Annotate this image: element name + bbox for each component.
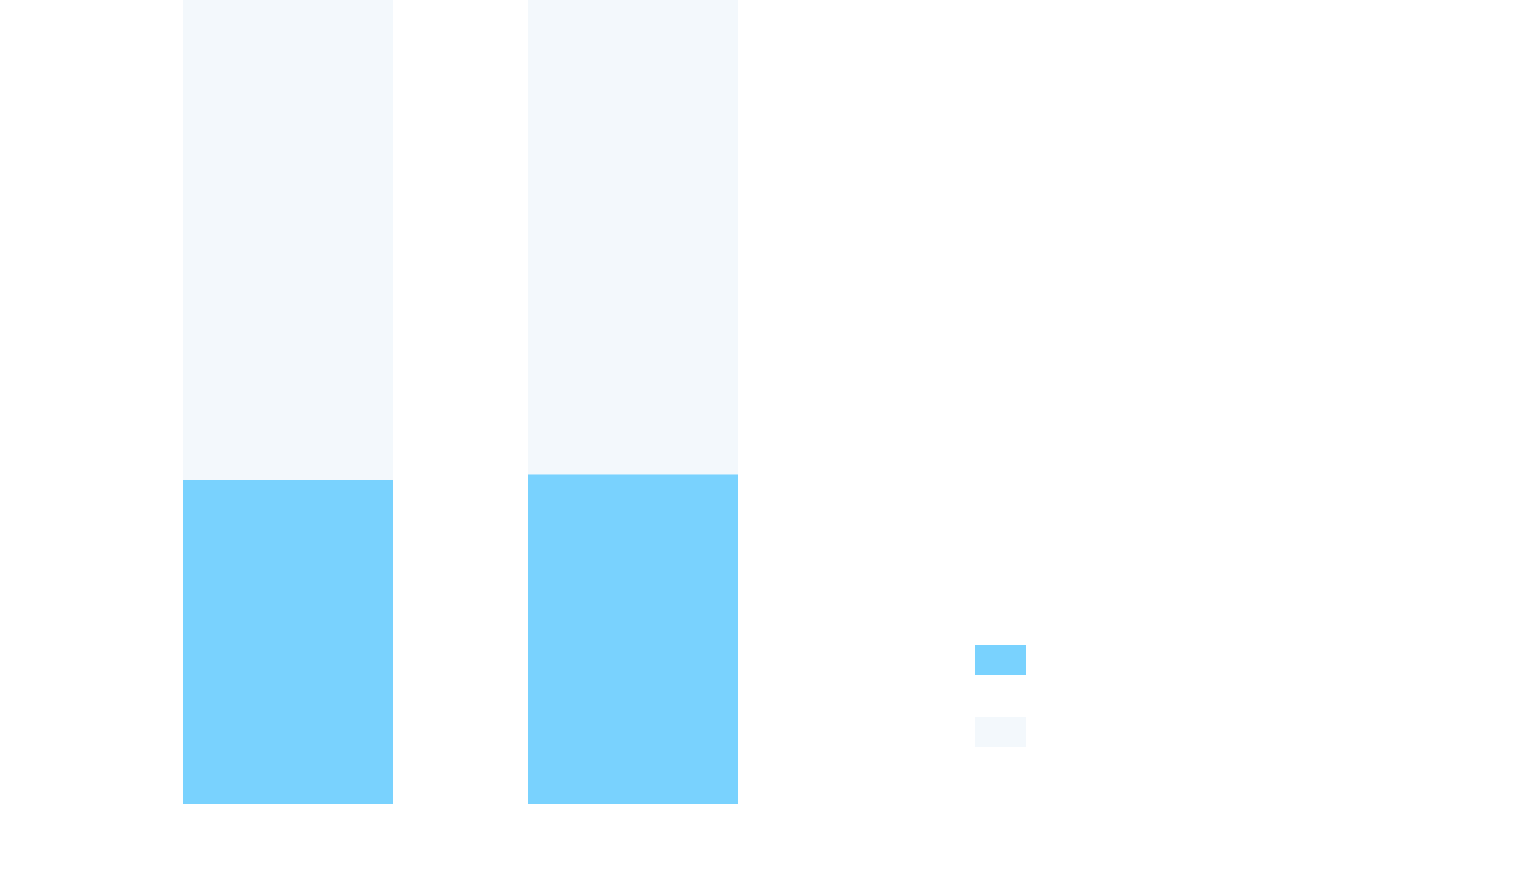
legend (975, 645, 1026, 747)
legend-swatch-series-1 (975, 645, 1026, 675)
bar-segment-series-1-category-1 (183, 479, 393, 804)
bar-segment-series-2-category-1 (183, 0, 393, 480)
legend-swatch-series-2 (975, 717, 1026, 747)
bars-group (183, 0, 738, 804)
bar-segment-series-2-category-2 (528, 0, 738, 475)
bar-segment-series-1-category-2 (528, 474, 738, 804)
